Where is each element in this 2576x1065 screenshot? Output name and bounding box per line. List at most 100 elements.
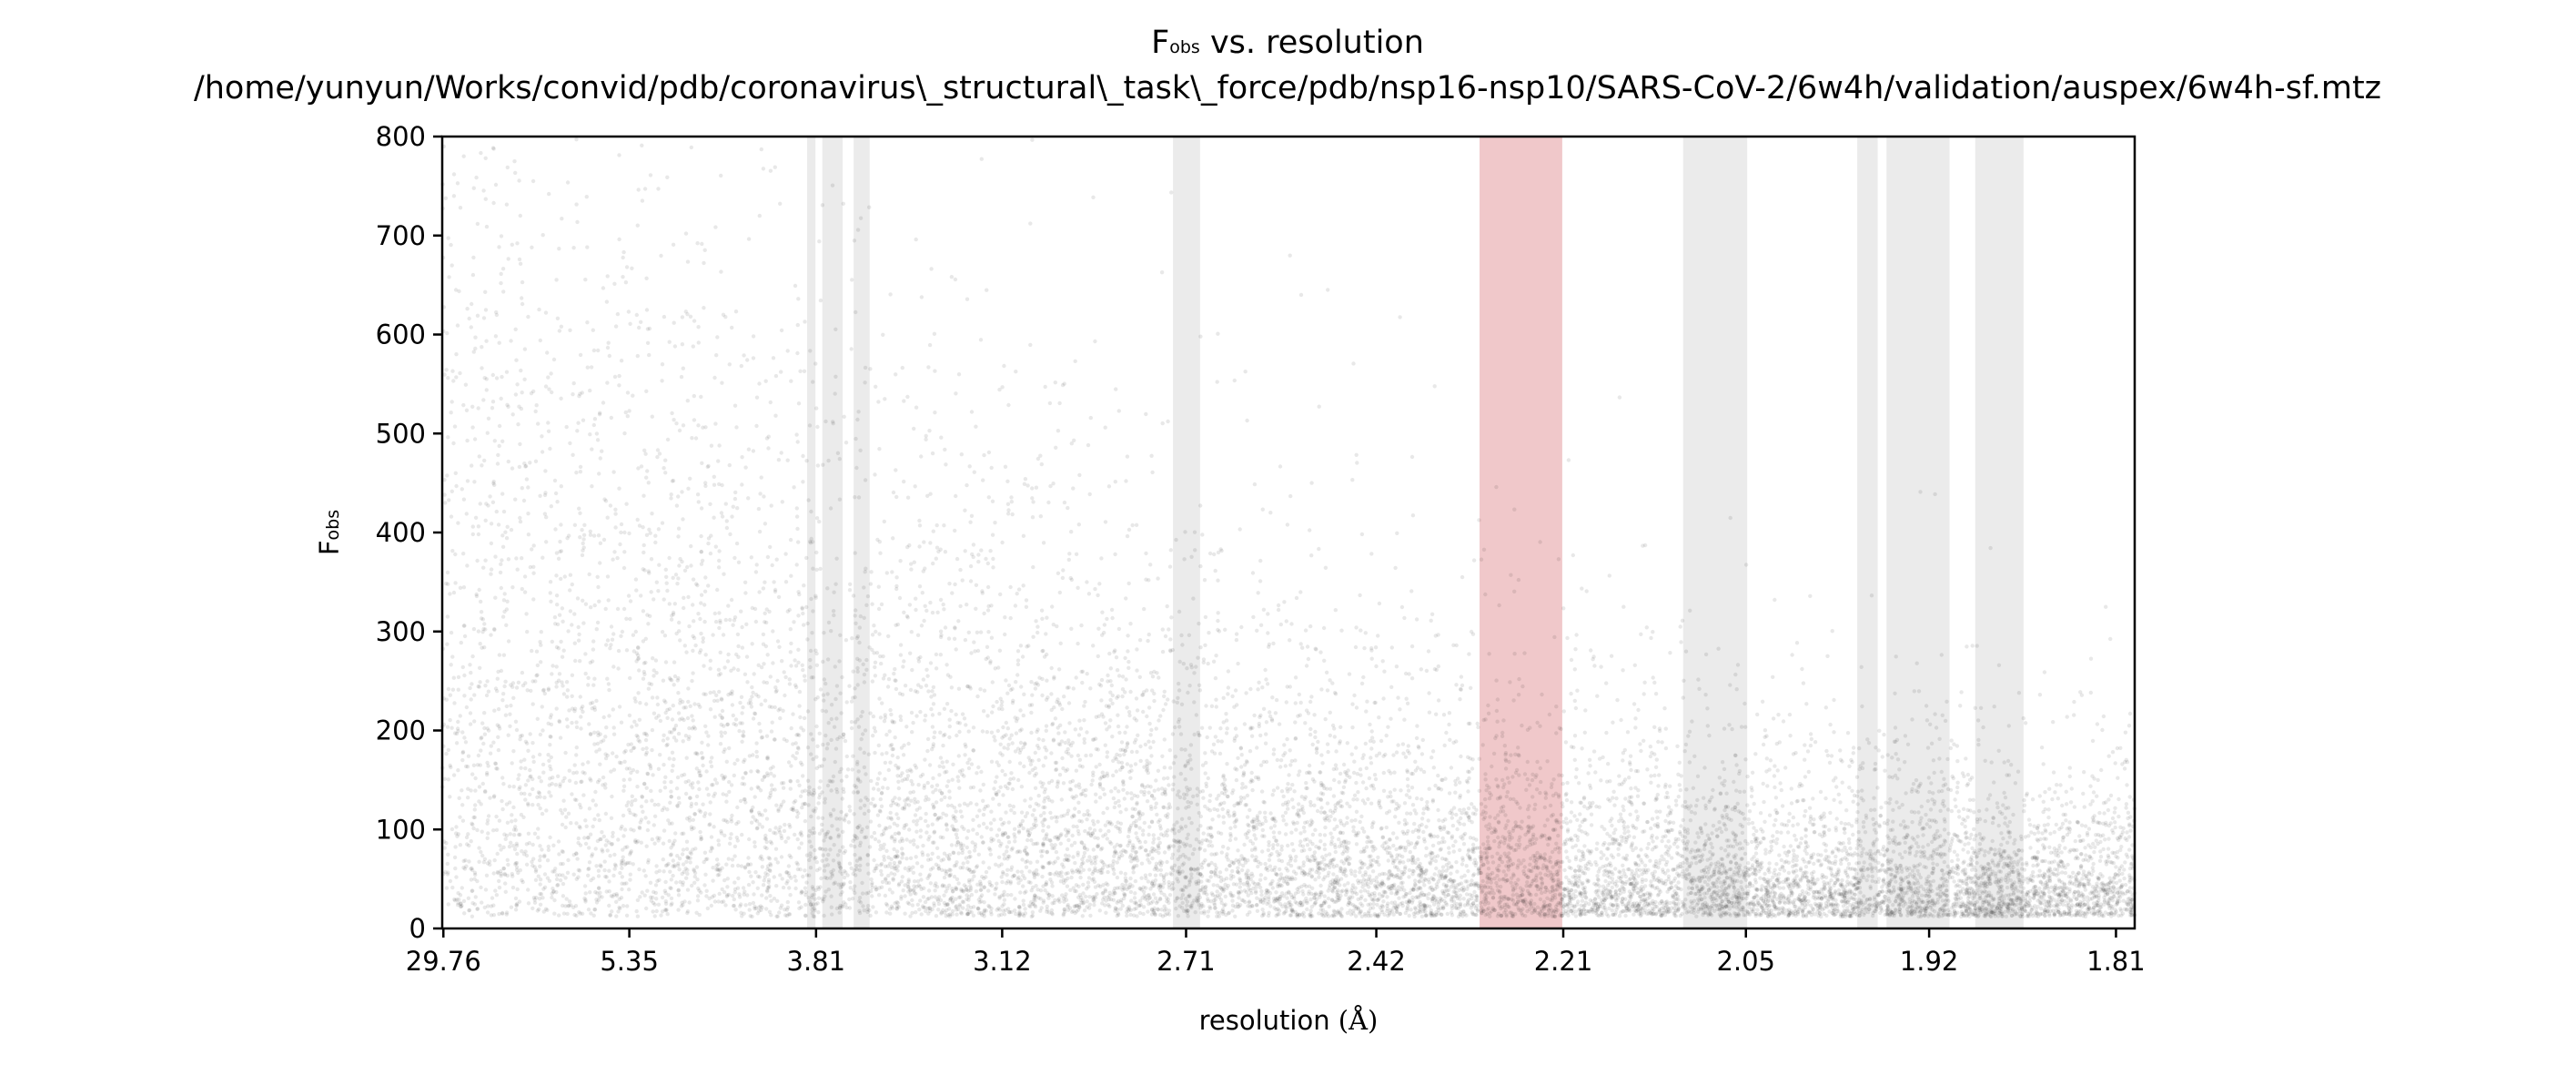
data-point bbox=[451, 590, 457, 595]
data-point bbox=[504, 536, 510, 541]
data-point bbox=[1720, 760, 1725, 765]
data-point bbox=[1905, 888, 1911, 892]
data-point bbox=[768, 168, 773, 173]
data-point bbox=[1749, 786, 1754, 790]
data-point bbox=[1588, 786, 1593, 790]
data-point bbox=[964, 745, 968, 749]
data-point bbox=[1410, 803, 1416, 807]
data-point bbox=[1630, 901, 1635, 907]
data-point bbox=[1331, 794, 1337, 798]
data-point bbox=[1838, 800, 1843, 805]
data-point bbox=[1337, 837, 1341, 842]
data-point bbox=[828, 812, 833, 816]
data-point bbox=[913, 813, 918, 817]
data-point bbox=[975, 771, 979, 776]
data-point bbox=[458, 843, 463, 847]
data-point bbox=[1207, 905, 1212, 909]
data-point bbox=[1146, 879, 1151, 884]
data-point bbox=[1950, 774, 1955, 779]
data-point bbox=[682, 568, 688, 573]
data-point bbox=[1388, 850, 1392, 856]
data-point bbox=[916, 783, 921, 787]
data-point bbox=[692, 880, 697, 885]
data-point bbox=[1823, 875, 1829, 880]
data-point bbox=[704, 730, 709, 735]
data-point bbox=[737, 728, 742, 734]
data-point bbox=[1901, 898, 1905, 903]
data-point bbox=[497, 245, 501, 249]
data-point bbox=[1975, 884, 1979, 888]
data-point bbox=[1683, 898, 1688, 902]
data-point bbox=[954, 832, 959, 837]
data-point bbox=[1827, 909, 1832, 914]
data-point bbox=[743, 465, 748, 470]
data-point bbox=[1393, 806, 1399, 812]
data-point bbox=[1780, 804, 1785, 808]
data-point bbox=[2079, 894, 2084, 898]
data-point bbox=[444, 886, 450, 890]
data-point bbox=[501, 782, 506, 786]
data-point bbox=[1210, 893, 1216, 898]
data-point bbox=[2016, 872, 2021, 877]
data-point bbox=[1082, 736, 1086, 742]
data-point bbox=[1855, 802, 1860, 806]
data-point bbox=[1464, 778, 1470, 784]
data-point bbox=[1370, 869, 1376, 874]
data-point bbox=[847, 588, 853, 593]
data-point bbox=[874, 629, 878, 634]
data-point bbox=[888, 861, 893, 866]
data-point bbox=[1750, 907, 1754, 912]
data-point bbox=[924, 437, 928, 441]
data-point bbox=[981, 840, 985, 845]
data-point bbox=[1233, 837, 1238, 841]
data-point bbox=[1224, 712, 1228, 716]
data-point bbox=[1606, 796, 1611, 802]
data-point bbox=[706, 463, 711, 469]
data-point bbox=[1894, 654, 1898, 659]
data-point bbox=[464, 408, 470, 412]
data-point bbox=[1111, 773, 1116, 778]
data-point bbox=[816, 816, 821, 820]
data-point bbox=[905, 544, 910, 550]
data-point bbox=[1094, 799, 1098, 804]
data-point bbox=[1013, 604, 1018, 608]
data-point bbox=[1305, 907, 1309, 912]
data-point bbox=[1791, 848, 1796, 853]
data-point bbox=[1637, 908, 1642, 912]
data-point bbox=[1964, 908, 1969, 913]
data-point bbox=[981, 812, 986, 817]
data-point bbox=[530, 803, 535, 807]
data-point bbox=[445, 725, 450, 729]
data-point bbox=[1252, 882, 1258, 887]
data-point bbox=[2106, 754, 2111, 758]
data-point bbox=[806, 803, 811, 807]
data-point bbox=[814, 663, 820, 667]
data-point bbox=[1008, 687, 1014, 693]
data-point bbox=[965, 760, 970, 766]
data-point bbox=[506, 639, 511, 644]
data-point bbox=[2003, 909, 2007, 914]
data-point bbox=[1270, 816, 1275, 821]
data-point bbox=[1366, 914, 1371, 918]
data-point bbox=[837, 457, 842, 462]
data-point bbox=[1895, 870, 1900, 875]
data-point bbox=[974, 583, 979, 587]
data-point bbox=[2093, 845, 2097, 849]
data-point bbox=[1389, 887, 1394, 891]
data-point bbox=[915, 633, 921, 637]
data-point bbox=[997, 908, 1002, 912]
data-point bbox=[556, 556, 561, 561]
data-point bbox=[949, 275, 955, 279]
data-point bbox=[674, 880, 679, 885]
data-point bbox=[1578, 824, 1582, 828]
data-point bbox=[1483, 772, 1488, 776]
data-point bbox=[1854, 867, 1858, 872]
data-point bbox=[1306, 656, 1311, 662]
data-point bbox=[969, 892, 975, 898]
data-point bbox=[1370, 848, 1376, 853]
data-point bbox=[1000, 699, 1005, 705]
data-point bbox=[1293, 758, 1298, 763]
data-point bbox=[2003, 849, 2007, 854]
data-point bbox=[1046, 893, 1052, 898]
data-point bbox=[1888, 796, 1893, 802]
